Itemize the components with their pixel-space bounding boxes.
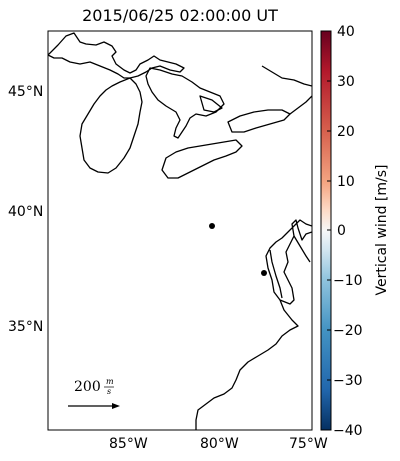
cb-tick-m20: −20 [333,323,363,339]
lake-ontario [227,109,291,133]
lake-michigan [79,77,143,174]
cb-tick-40: 40 [337,24,355,40]
lake-superior [48,32,185,79]
cb-tick-0: 0 [337,223,346,239]
lat-tick-45: 45°N [8,84,43,100]
lat-tick-40: 40°N [8,204,43,220]
st-lawrence [289,95,312,115]
colorbar-ticks [327,30,331,431]
scale-unit-fraction: m s [104,377,114,396]
north-coast [261,65,312,87]
atlantic-coast [265,219,312,305]
chesapeake-inner [269,249,283,299]
station-dot-2 [261,270,267,276]
cb-tick-30: 30 [337,74,355,90]
unit-denominator: s [107,387,111,396]
cb-tick-m40: −40 [333,423,363,439]
map-title: 2015/06/25 02:00:00 UT [82,6,278,25]
lon-tick-80: 80°W [200,436,239,452]
lon-tick-75: 75°W [289,436,328,452]
map-frame [47,30,313,431]
colorbar-tick-labels: 40 30 20 10 0 −10 −20 −30 −40 [333,24,363,439]
scale-arrow-label: 200 [74,379,101,395]
delmarva [293,235,311,263]
georgian-bay [199,95,223,113]
station-dot-1 [209,223,215,229]
cb-tick-10: 10 [337,174,355,190]
lake-huron [145,67,225,139]
cb-tick-m10: −10 [333,273,363,289]
lon-tick-85: 85°W [109,436,148,452]
colorbar-label: Vertical wind [m/s] [374,165,390,296]
chesapeake [195,299,299,430]
scale-arrow [68,403,120,409]
cb-tick-m30: −30 [333,373,363,389]
unit-numerator: m [106,377,114,386]
lat-tick-35: 35°N [8,319,43,335]
cb-tick-20: 20 [337,124,355,140]
coastlines [48,32,312,430]
lake-erie [161,139,243,179]
